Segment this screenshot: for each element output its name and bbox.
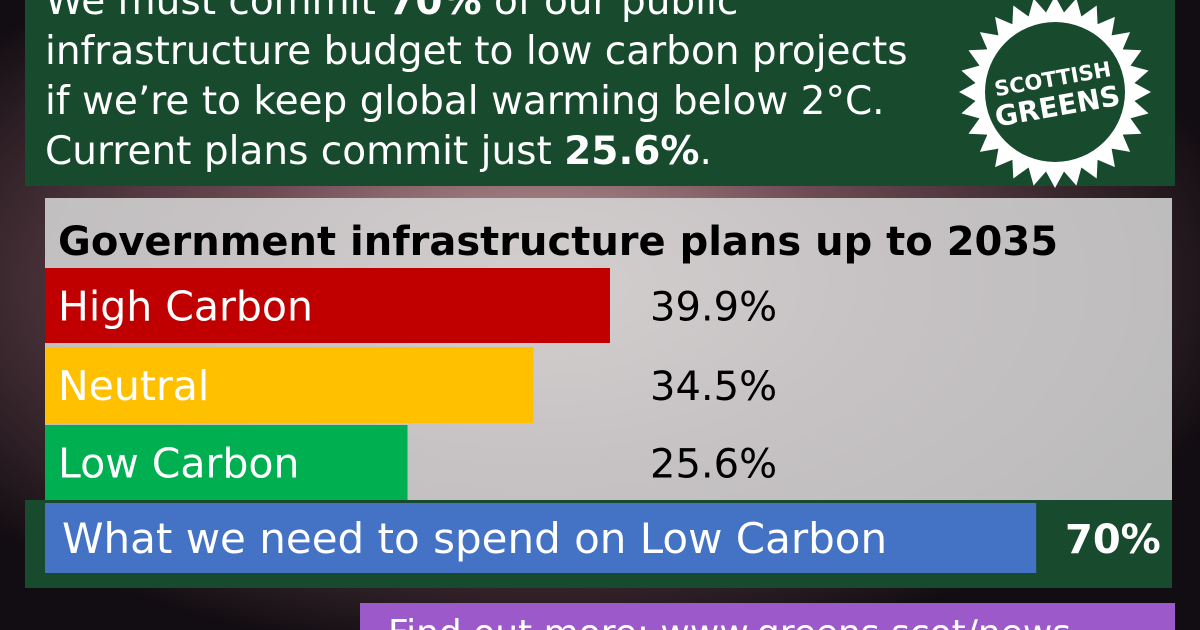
header-segment: of our public [482,0,739,24]
category-label: What we need to spend on Low Carbon [62,514,887,563]
header-segment: if we’re to keep global warming below 2°… [45,79,885,124]
value-label: 25.6% [650,442,777,488]
header-line: if we’re to keep global warming below 2°… [45,79,885,124]
bar [45,347,534,423]
header-text: We must commit 70% of our public infrastr… [45,0,908,174]
header-segment: We must commit [45,0,388,24]
category-label: Low Carbon [58,440,299,488]
value-label: 70% [1065,517,1161,563]
header-segment: infrastructure budget to low carbon proj… [45,29,908,74]
logo-disc [985,22,1125,162]
chart-title: Government infrastructure plans up to 20… [58,219,1058,265]
header-segment: Current plans commit just [45,129,564,174]
bar [45,268,610,343]
header-line: infrastructure budget to low carbon proj… [45,29,908,74]
bar [45,425,408,500]
bar [45,503,1037,573]
header-segment: 70% [388,0,481,24]
value-label: 39.9% [650,285,777,331]
value-label: 34.5% [650,364,777,410]
bars: High Carbon 39.9% Neutral 34.5% Low Carbon 25… [45,268,1161,573]
header-segment: 25.6% [564,129,699,174]
footer-link: Find out more: www.greens.scot/news [388,613,1071,630]
footer-panel [360,603,1175,630]
header-segment: . [699,129,711,174]
header-line: Current plans commit just 25.6%. [45,129,712,174]
header-line: We must commit 70% of our public [45,0,738,24]
category-label: High Carbon [58,283,313,331]
category-label: Neutral [58,362,209,410]
